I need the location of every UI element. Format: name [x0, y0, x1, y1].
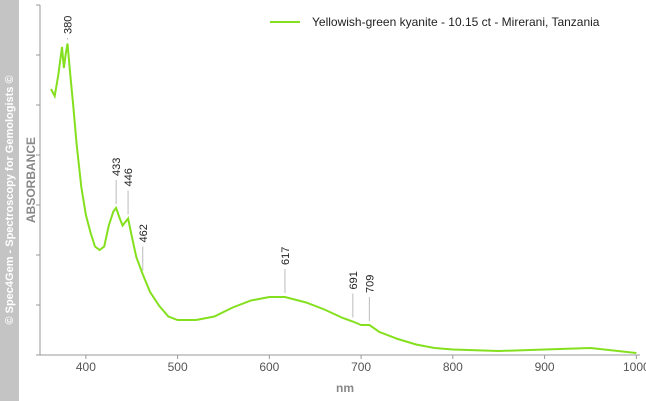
peak-label: 709 — [364, 275, 376, 293]
peak-label: 380 — [63, 16, 75, 34]
x-tick-label: 600 — [259, 360, 279, 374]
peak-label: 617 — [280, 247, 292, 265]
peak-label: 433 — [111, 158, 123, 176]
spectrum-line — [50, 43, 637, 354]
peak-label: 446 — [123, 168, 135, 186]
x-tick-label: 500 — [168, 360, 188, 374]
x-tick-label: 700 — [351, 360, 371, 374]
x-tick-label: 800 — [443, 360, 463, 374]
peak-label: 462 — [138, 224, 150, 242]
x-axis-label: nm — [336, 381, 354, 395]
side-note: © Spec4Gem - Spectroscopy for Gemologist… — [4, 75, 16, 324]
peak-label: 691 — [348, 271, 360, 289]
legend-label: Yellowish-green kyanite - 10.15 ct - Mir… — [312, 15, 600, 29]
y-axis-label: ABSORBANCE — [24, 137, 38, 223]
x-tick-label: 1000 — [623, 360, 646, 374]
x-tick-label: 400 — [76, 360, 96, 374]
x-tick-label: 900 — [535, 360, 555, 374]
side-strip — [0, 0, 19, 401]
